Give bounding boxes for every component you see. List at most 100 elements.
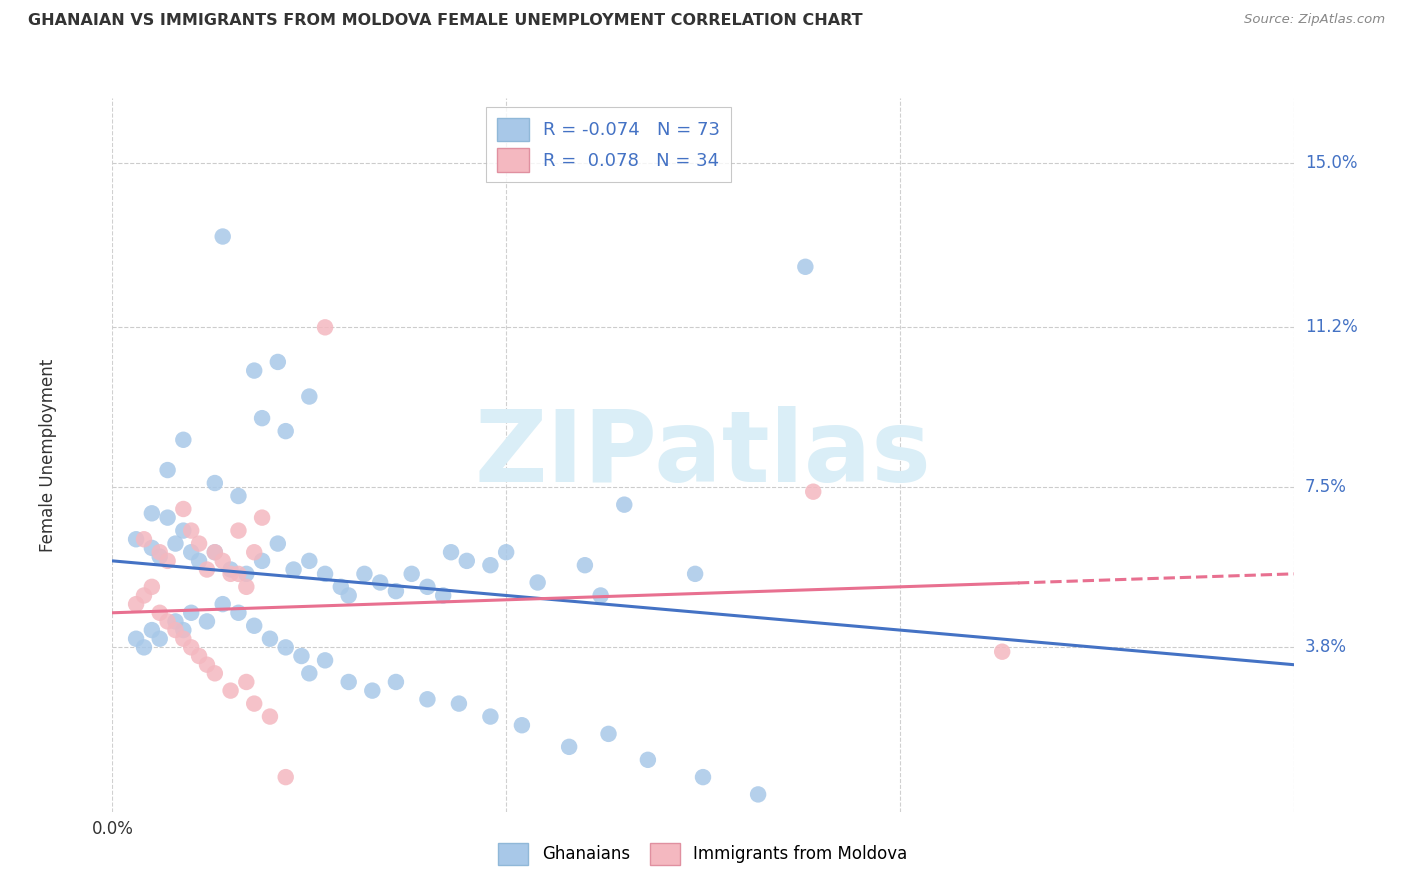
Point: [274, 424, 297, 438]
Point: [298, 554, 321, 568]
Text: 15.0%: 15.0%: [1305, 154, 1357, 172]
Point: [440, 545, 463, 559]
Point: [991, 645, 1014, 659]
Point: [195, 657, 218, 672]
Text: 7.5%: 7.5%: [1305, 478, 1347, 496]
Text: 11.2%: 11.2%: [1305, 318, 1357, 336]
Point: [598, 727, 620, 741]
Legend: Ghanaians, Immigrants from Moldova: Ghanaians, Immigrants from Moldova: [492, 837, 914, 871]
Point: [156, 510, 179, 524]
Point: [267, 355, 290, 369]
Point: [510, 718, 533, 732]
Point: [479, 709, 502, 723]
Point: [259, 632, 281, 646]
Point: [243, 619, 266, 633]
Point: [180, 606, 202, 620]
Point: [195, 615, 218, 629]
Point: [188, 648, 211, 663]
Point: [416, 692, 439, 706]
Point: [432, 589, 454, 603]
Point: [156, 615, 179, 629]
Point: [368, 575, 391, 590]
Point: [132, 640, 155, 655]
Point: [574, 558, 596, 573]
Point: [801, 484, 824, 499]
Point: [243, 697, 266, 711]
Point: [219, 566, 242, 581]
Point: [228, 566, 250, 581]
Point: [172, 632, 194, 646]
Point: [314, 320, 336, 334]
Point: [558, 739, 581, 754]
Point: [125, 533, 148, 547]
Point: [683, 566, 706, 581]
Point: [172, 623, 194, 637]
Point: [416, 580, 439, 594]
Point: [495, 545, 517, 559]
Point: [172, 524, 194, 538]
Point: [250, 411, 273, 425]
Point: [172, 502, 194, 516]
Point: [298, 666, 321, 681]
Point: [180, 545, 202, 559]
Point: [267, 536, 290, 550]
Point: [401, 566, 423, 581]
Point: [165, 615, 187, 629]
Point: [329, 580, 352, 594]
Point: [314, 566, 336, 581]
Point: [188, 554, 211, 568]
Point: [526, 575, 548, 590]
Point: [385, 675, 408, 690]
Point: [211, 229, 233, 244]
Point: [613, 498, 636, 512]
Text: ZIPatlas: ZIPatlas: [475, 407, 931, 503]
Text: 3.8%: 3.8%: [1305, 639, 1347, 657]
Point: [274, 770, 297, 784]
Point: [180, 640, 202, 655]
Point: [298, 390, 321, 404]
Point: [235, 580, 257, 594]
Point: [456, 554, 478, 568]
Point: [314, 653, 336, 667]
Point: [243, 363, 266, 377]
Point: [195, 562, 218, 576]
Point: [204, 545, 226, 559]
Point: [228, 489, 250, 503]
Point: [479, 558, 502, 573]
Point: [283, 562, 305, 576]
Point: [141, 506, 163, 520]
Point: [447, 697, 470, 711]
Point: [337, 589, 360, 603]
Point: [132, 533, 155, 547]
Point: [274, 640, 297, 655]
Point: [243, 545, 266, 559]
Point: [235, 675, 257, 690]
Point: [165, 536, 187, 550]
Point: [228, 524, 250, 538]
Point: [149, 606, 172, 620]
Point: [259, 709, 281, 723]
Point: [180, 524, 202, 538]
Point: [149, 545, 172, 559]
Point: [141, 580, 163, 594]
Point: [204, 545, 226, 559]
Point: [149, 632, 172, 646]
Point: [211, 554, 233, 568]
Point: [337, 675, 360, 690]
Point: [211, 597, 233, 611]
Point: [204, 666, 226, 681]
Point: [141, 541, 163, 555]
Point: [637, 753, 659, 767]
Point: [132, 589, 155, 603]
Point: [219, 683, 242, 698]
Point: [188, 536, 211, 550]
Point: [141, 623, 163, 637]
Point: [250, 554, 273, 568]
Text: Female Unemployment: Female Unemployment: [38, 359, 56, 551]
Point: [361, 683, 384, 698]
Point: [125, 632, 148, 646]
Point: [172, 433, 194, 447]
Point: [156, 554, 179, 568]
Point: [235, 566, 257, 581]
Point: [747, 788, 769, 802]
